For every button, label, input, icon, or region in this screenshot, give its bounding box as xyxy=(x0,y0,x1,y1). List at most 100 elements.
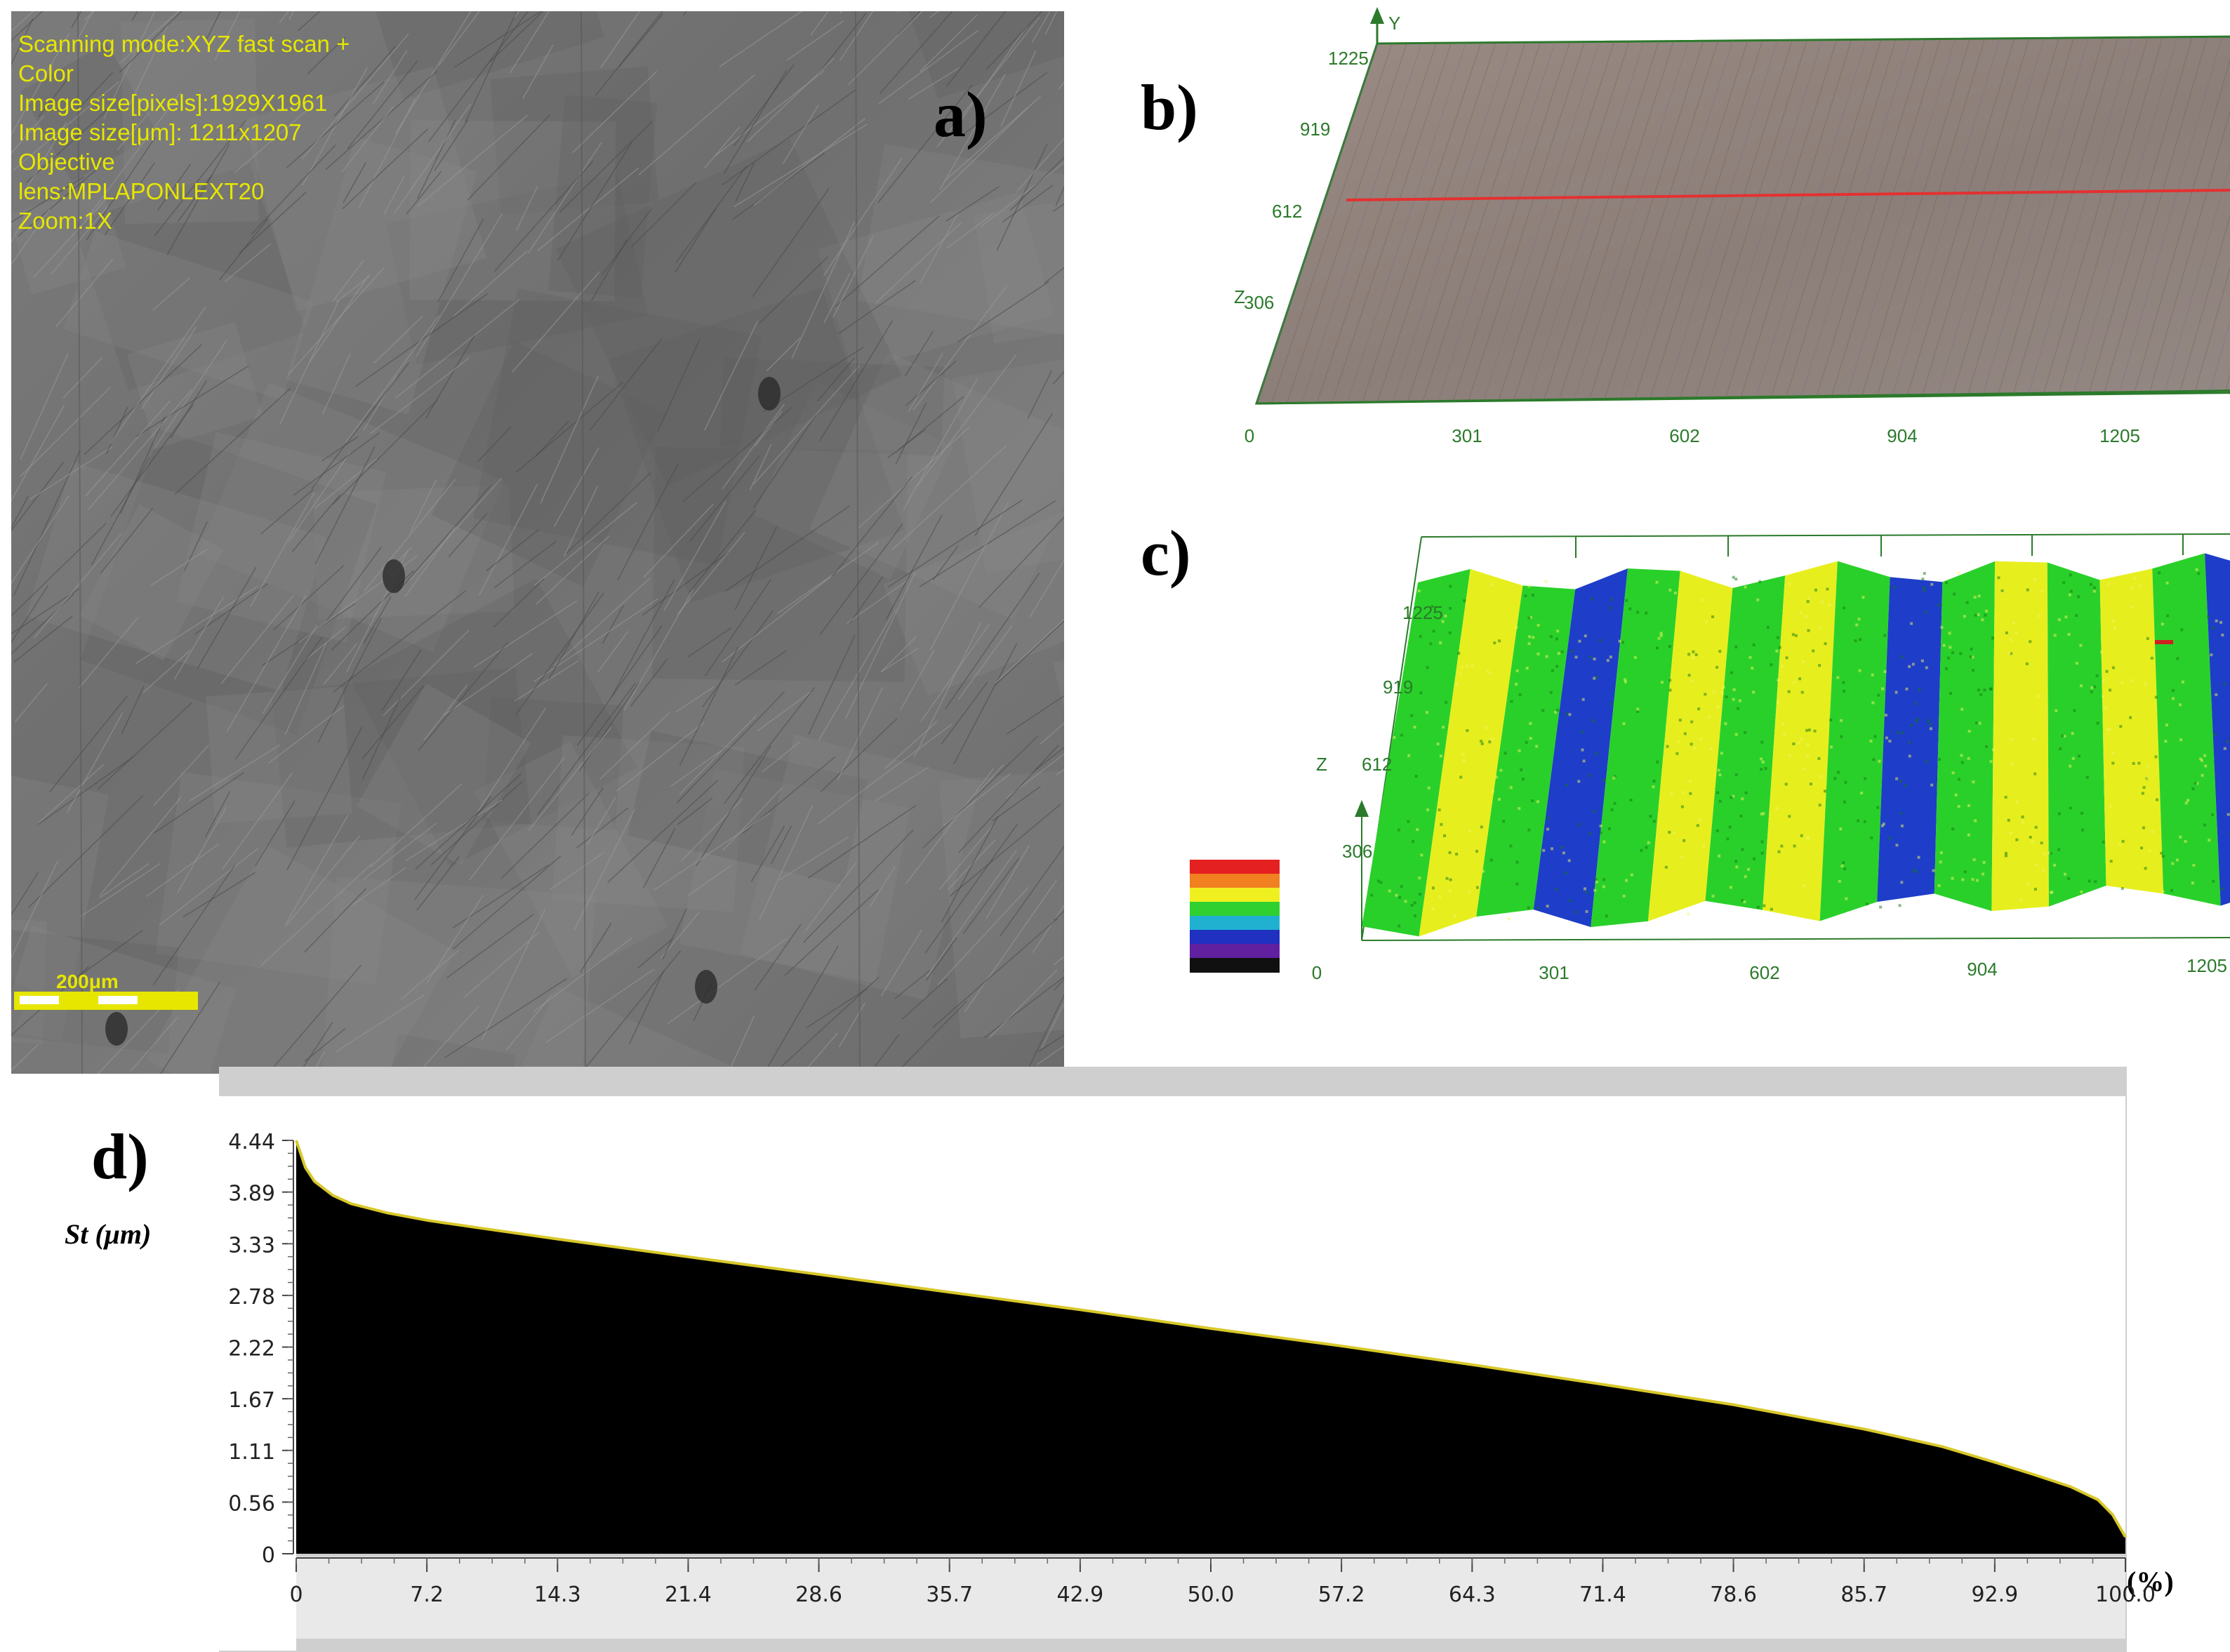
speckle xyxy=(1818,664,1821,667)
speckle xyxy=(2081,828,2085,832)
speckle xyxy=(2161,890,2165,893)
z-axis-arrow xyxy=(1355,800,1369,817)
speckle xyxy=(2026,882,2030,886)
speckle xyxy=(1959,652,1963,655)
scratch-line xyxy=(995,620,1064,686)
speckle xyxy=(1507,917,1511,921)
scratch-line xyxy=(571,787,604,836)
scale-bar: 200μm xyxy=(14,971,198,1010)
x-tick-label: 100.0 xyxy=(2095,1583,2156,1607)
speckle xyxy=(1814,588,1818,592)
scratch-line xyxy=(11,33,70,136)
streak xyxy=(2194,267,2230,392)
speckle xyxy=(1842,689,1845,693)
streak xyxy=(1694,39,1807,398)
scratch-line xyxy=(912,284,1008,411)
speckle xyxy=(1897,731,1900,735)
x-tick-label: 50.0 xyxy=(1188,1583,1235,1607)
speckle xyxy=(2029,640,2032,644)
scratch-line xyxy=(772,976,880,1074)
z-axis-name: Z xyxy=(1234,286,1245,307)
streak xyxy=(1770,39,1882,397)
speckle xyxy=(1870,836,1873,839)
speckle xyxy=(1725,695,1728,699)
x-tick-label: 35.7 xyxy=(926,1583,973,1607)
scratch-line xyxy=(104,162,155,236)
speckle xyxy=(2092,589,2096,593)
speckle xyxy=(2034,825,2038,829)
scratch-line xyxy=(84,344,202,455)
scratch-line xyxy=(332,399,438,505)
speckle xyxy=(1656,760,1659,764)
speckle xyxy=(1595,752,1598,755)
speckle xyxy=(1932,869,1935,872)
scratch-line xyxy=(676,691,785,804)
speckle xyxy=(2009,638,2012,641)
speckle xyxy=(1379,881,1383,884)
scratch-line xyxy=(317,618,382,743)
speckle xyxy=(1484,726,1487,729)
scratch-line xyxy=(908,67,960,100)
speckle xyxy=(1605,914,1608,918)
speckle xyxy=(1575,910,1579,914)
scratch-line xyxy=(18,167,100,237)
scratch-line xyxy=(478,484,538,596)
speckle xyxy=(1972,780,1975,784)
speckle xyxy=(1551,669,1554,672)
scratch-line xyxy=(166,144,230,255)
scratch-line xyxy=(945,11,1007,87)
speckle xyxy=(1448,889,1452,893)
scratch-line xyxy=(254,800,296,867)
speckle xyxy=(1426,666,1429,670)
scratch-line xyxy=(759,805,814,921)
scratch-line xyxy=(817,13,867,76)
speckle xyxy=(1532,636,1535,639)
streak xyxy=(1906,38,2015,395)
speckle xyxy=(1696,824,1699,827)
speckle xyxy=(1495,775,1499,779)
streak xyxy=(1604,40,1719,399)
speckle xyxy=(1515,669,1519,672)
3d-height-map: 03016029041205122591961230684XZ xyxy=(1190,533,2230,983)
speckle xyxy=(2171,862,2175,865)
scratch-line xyxy=(514,660,579,702)
speckle xyxy=(1923,589,1926,592)
speckle xyxy=(2165,724,2169,727)
scratch-line xyxy=(84,92,182,222)
scratch-line xyxy=(905,360,957,406)
pit-defect xyxy=(758,377,781,411)
scratch-line xyxy=(91,457,150,566)
scratch-line xyxy=(689,509,757,593)
speckle xyxy=(1440,822,1443,826)
scratch-line xyxy=(363,822,437,880)
speckle xyxy=(1645,611,1648,615)
scratch-line xyxy=(206,11,221,39)
speckle xyxy=(1649,815,1652,818)
speckle xyxy=(1859,638,1862,641)
speckle xyxy=(1429,642,1433,646)
speckle xyxy=(2040,841,2043,845)
speckle xyxy=(1518,749,1521,752)
speckle xyxy=(2059,747,2062,751)
scratch-line xyxy=(677,532,745,615)
speckle xyxy=(1857,618,1861,621)
speckle xyxy=(1398,924,1401,928)
speckle xyxy=(2226,740,2229,743)
speckle xyxy=(2111,619,2115,622)
scratch-line xyxy=(913,622,982,757)
speckle xyxy=(2203,823,2207,827)
scratch-line xyxy=(784,889,879,976)
speckle xyxy=(1565,712,1569,716)
speckle xyxy=(1802,660,1805,663)
speckle xyxy=(1647,841,1650,844)
scratch-line xyxy=(183,521,208,572)
scratch-line xyxy=(414,796,492,900)
speckle xyxy=(2130,679,2134,682)
speckle xyxy=(1924,611,1927,614)
scratch-line xyxy=(226,594,307,732)
frame-line xyxy=(1421,533,2230,538)
speckle xyxy=(2129,716,2132,719)
streak xyxy=(1346,42,1467,403)
scratch-line xyxy=(750,826,785,883)
speckle xyxy=(1690,679,1693,683)
